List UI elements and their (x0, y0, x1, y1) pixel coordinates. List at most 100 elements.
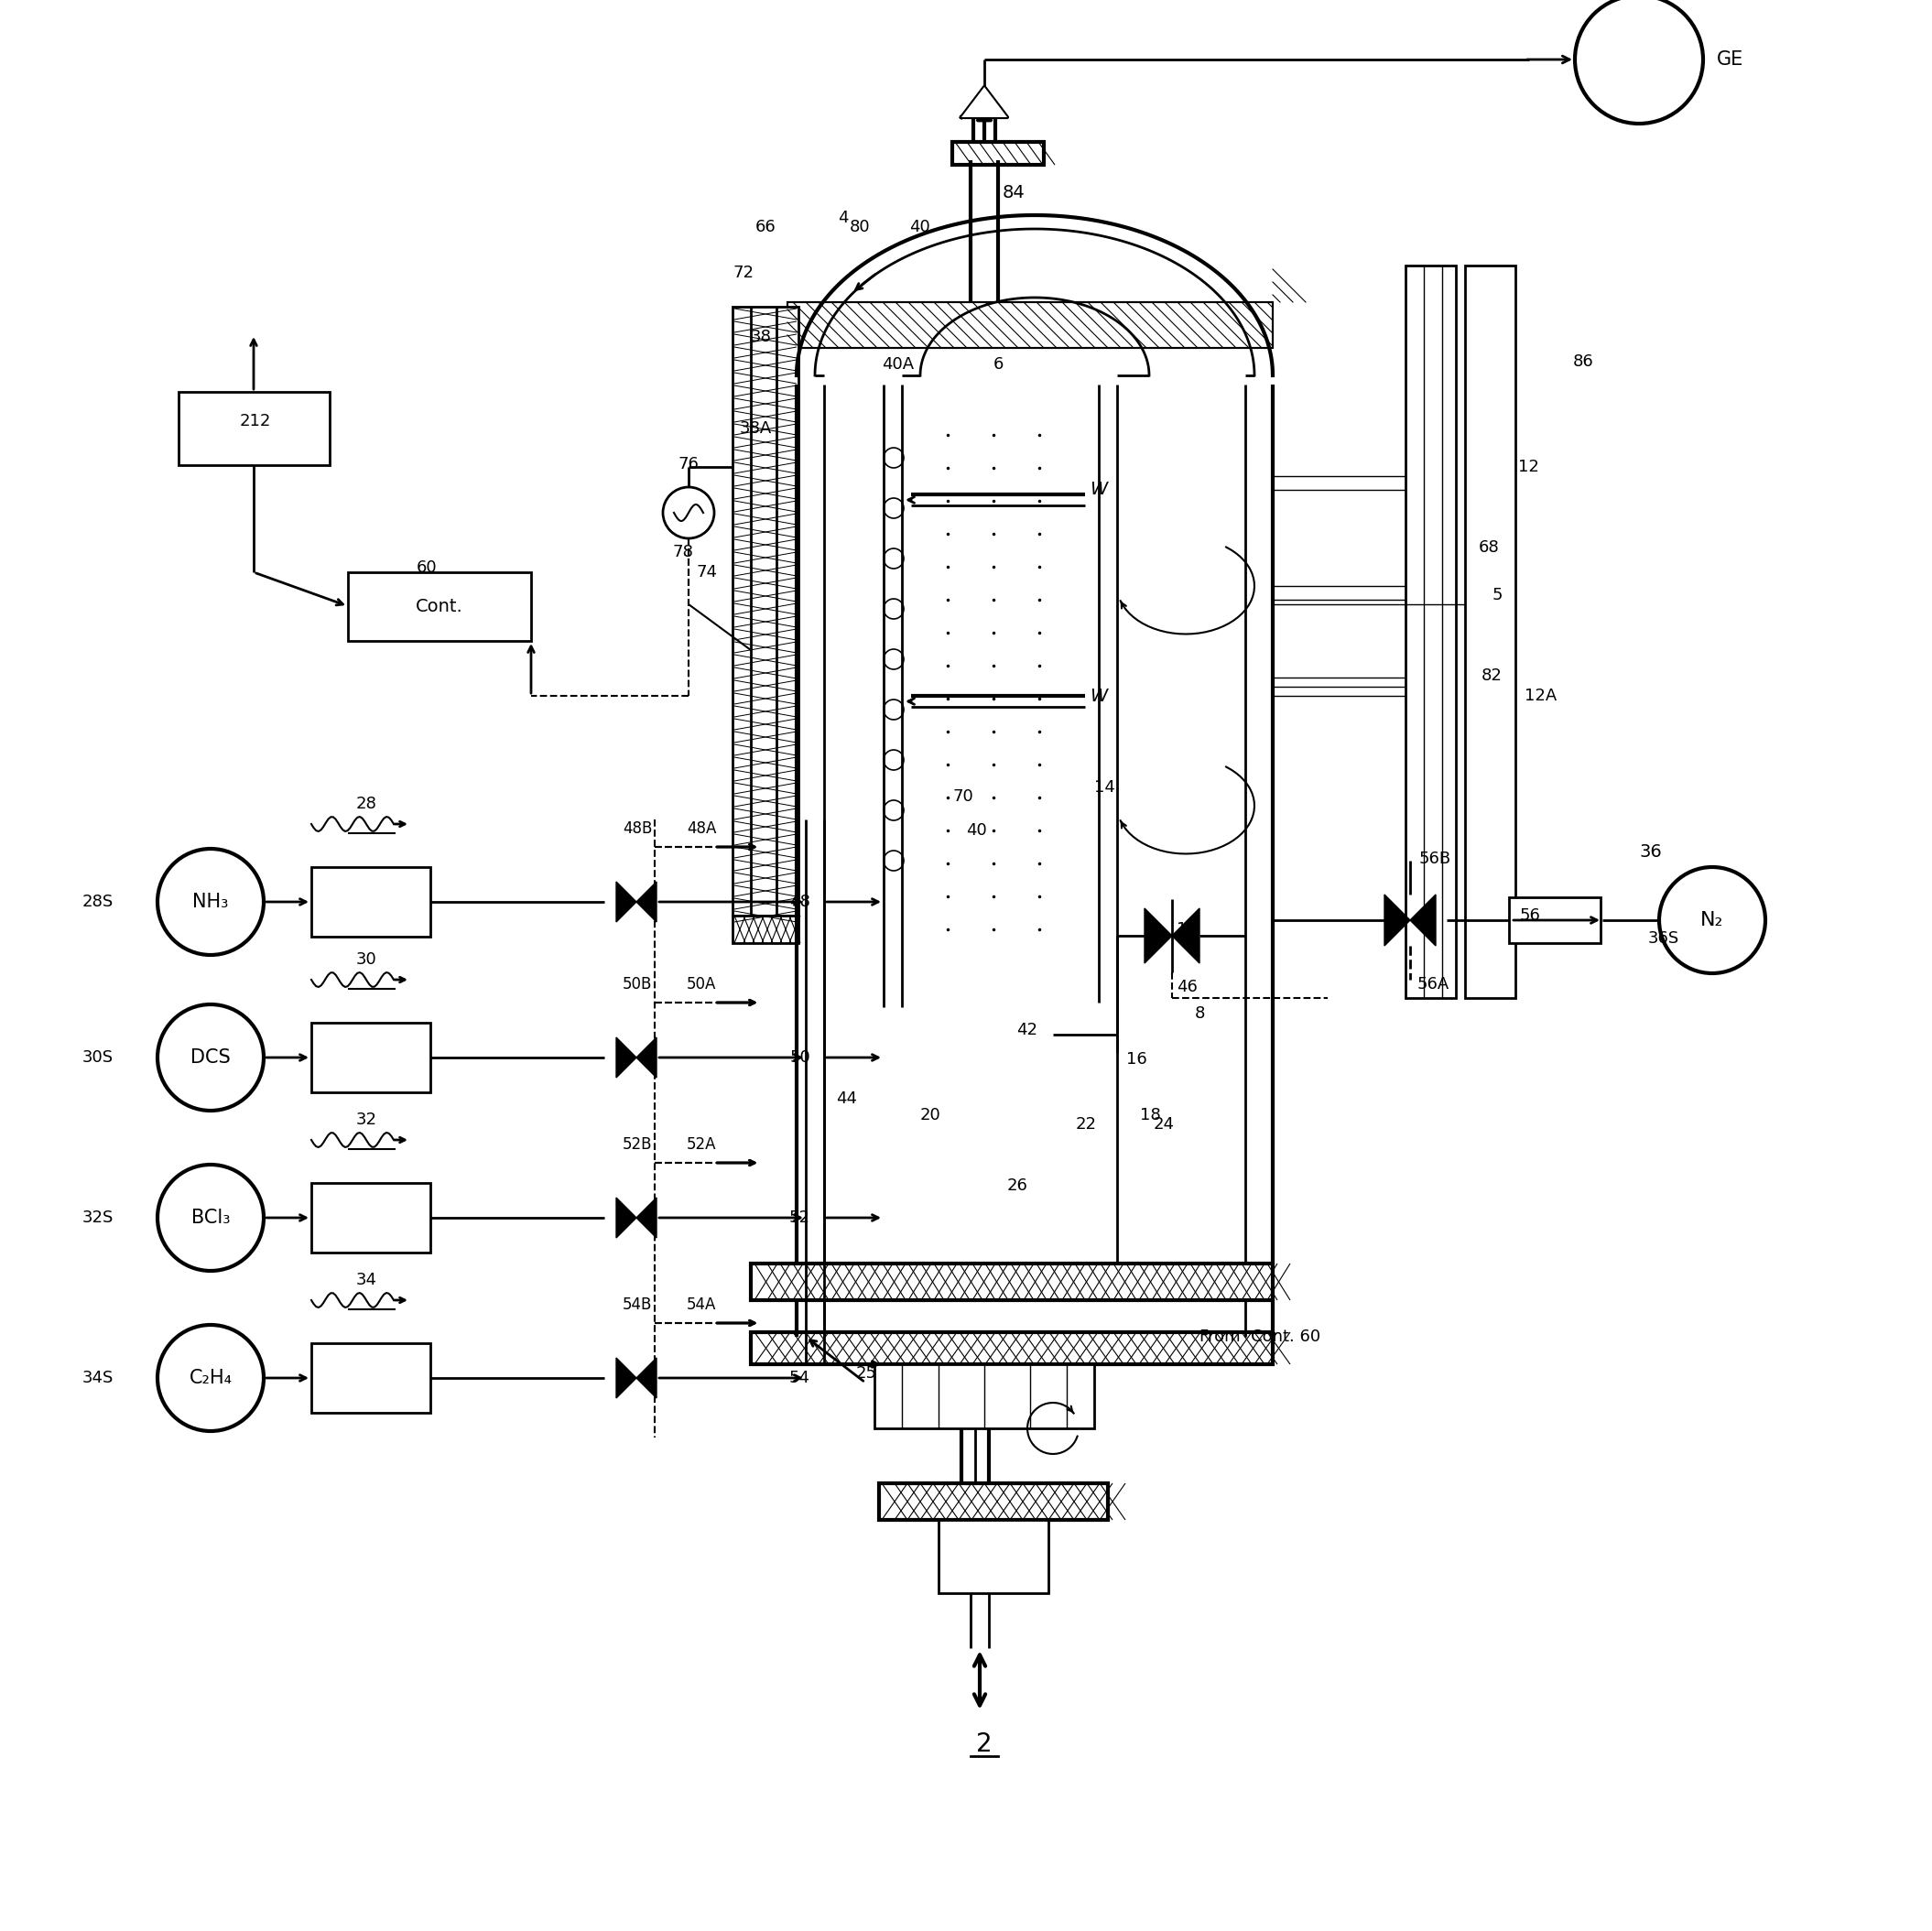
Text: 25: 25 (856, 1365, 877, 1383)
Bar (311, 1344, 431, 1413)
Text: 46: 46 (1177, 979, 1198, 994)
Bar (879, 1483, 1107, 1520)
Text: 54B: 54B (622, 1296, 653, 1313)
Text: 56B: 56B (1420, 850, 1451, 867)
Text: 52B: 52B (622, 1135, 653, 1153)
Text: 16: 16 (1126, 1050, 1148, 1068)
Text: 30: 30 (355, 952, 377, 967)
Bar (788, 301, 1273, 348)
Text: 48: 48 (790, 894, 810, 910)
Polygon shape (636, 882, 657, 921)
Bar (311, 1023, 431, 1093)
Bar (952, 141, 1043, 164)
Text: 40A: 40A (881, 355, 914, 373)
Polygon shape (636, 1357, 657, 1398)
Text: 50A: 50A (686, 975, 717, 993)
Polygon shape (962, 87, 1007, 118)
Text: 72: 72 (732, 265, 753, 282)
Text: 2: 2 (976, 1732, 993, 1757)
Text: 56A: 56A (1418, 975, 1449, 993)
Bar (178, 392, 330, 465)
Polygon shape (1144, 908, 1173, 964)
Text: 32: 32 (355, 1112, 377, 1128)
Text: 28: 28 (355, 796, 377, 813)
Text: 18: 18 (1140, 1106, 1161, 1124)
Text: 76: 76 (678, 456, 699, 473)
Text: 14: 14 (1094, 780, 1115, 796)
Text: 84: 84 (1003, 183, 1026, 201)
Bar (875, 1363, 1094, 1429)
Text: W: W (1090, 481, 1107, 498)
Text: 60: 60 (417, 560, 437, 575)
Bar (732, 915, 798, 942)
Text: 12: 12 (1519, 460, 1540, 475)
Text: 74: 74 (696, 564, 717, 581)
Bar (939, 1520, 1049, 1593)
Text: 56: 56 (1520, 908, 1542, 923)
Bar (311, 1184, 431, 1253)
Text: 36S: 36S (1648, 931, 1679, 946)
Polygon shape (1173, 908, 1200, 964)
Text: 34S: 34S (83, 1369, 114, 1386)
Text: 66: 66 (755, 218, 777, 236)
Bar (1509, 898, 1600, 942)
Text: NH₃: NH₃ (193, 892, 228, 911)
Text: 34: 34 (355, 1273, 377, 1288)
Polygon shape (1385, 894, 1410, 946)
Text: N₂: N₂ (1700, 911, 1723, 929)
Text: 26: 26 (1007, 1178, 1028, 1193)
Text: 12A: 12A (1524, 687, 1557, 705)
Text: From  Cont. 60: From Cont. 60 (1200, 1329, 1320, 1346)
Text: 86: 86 (1573, 353, 1594, 371)
Text: 48A: 48A (686, 821, 717, 836)
Text: 68: 68 (1478, 539, 1499, 556)
Bar (1464, 266, 1515, 998)
Text: W: W (1090, 687, 1107, 705)
Text: 28S: 28S (83, 894, 114, 910)
Text: 30S: 30S (83, 1049, 114, 1066)
Polygon shape (636, 1197, 657, 1238)
Text: 44: 44 (837, 1091, 858, 1106)
Text: 40: 40 (910, 218, 929, 236)
Text: DCS: DCS (191, 1049, 230, 1066)
Bar (348, 572, 531, 641)
Text: 82: 82 (1482, 668, 1503, 684)
Text: 32S: 32S (83, 1209, 114, 1226)
Bar (752, 1263, 1273, 1300)
Text: 22: 22 (1076, 1116, 1097, 1133)
Text: 54: 54 (790, 1369, 810, 1386)
Polygon shape (616, 1197, 636, 1238)
Text: 52A: 52A (686, 1135, 717, 1153)
Bar (788, 301, 1273, 348)
Text: 38: 38 (752, 328, 771, 346)
Polygon shape (1410, 894, 1435, 946)
Polygon shape (616, 882, 636, 921)
Text: 48B: 48B (622, 821, 653, 836)
Bar (732, 307, 798, 915)
Text: 42: 42 (1016, 1021, 1037, 1039)
Text: 24: 24 (1153, 1116, 1175, 1133)
Text: 70: 70 (952, 788, 974, 805)
Polygon shape (616, 1357, 636, 1398)
Bar (311, 867, 431, 937)
Text: 40: 40 (966, 823, 987, 838)
Text: 36: 36 (1638, 842, 1662, 859)
Text: 212: 212 (240, 413, 270, 429)
Polygon shape (636, 1037, 657, 1077)
Text: 78: 78 (672, 545, 694, 560)
Text: 20: 20 (920, 1106, 941, 1124)
Text: 50B: 50B (622, 975, 653, 993)
Text: 4: 4 (838, 210, 848, 226)
Text: 38A: 38A (740, 421, 773, 436)
Text: C₂H₄: C₂H₄ (189, 1369, 232, 1386)
Text: 8: 8 (1194, 1006, 1206, 1021)
Bar (1405, 266, 1457, 998)
Polygon shape (616, 1037, 636, 1077)
Text: 54A: 54A (686, 1296, 717, 1313)
Text: 6: 6 (993, 355, 1005, 373)
Text: 5: 5 (1493, 587, 1503, 602)
Text: Cont.: Cont. (415, 597, 464, 614)
Text: 80: 80 (850, 218, 871, 236)
Bar (752, 1332, 1273, 1363)
Text: GE: GE (1718, 50, 1743, 70)
